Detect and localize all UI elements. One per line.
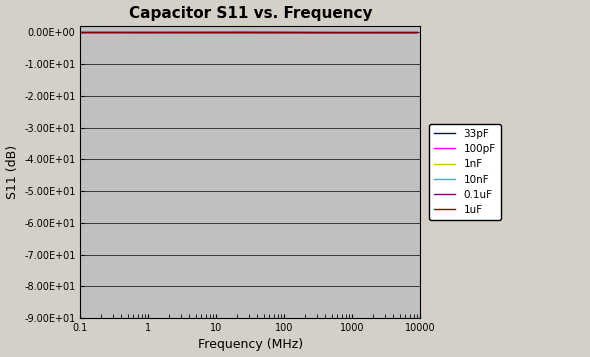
0.1uF xyxy=(242,30,249,35)
1uF xyxy=(221,30,228,35)
100pF xyxy=(77,30,84,34)
10nF xyxy=(206,30,213,35)
1nF xyxy=(135,30,142,34)
100pF xyxy=(407,30,414,35)
100pF xyxy=(371,30,378,35)
1uF xyxy=(371,30,378,35)
Legend: 33pF, 100pF, 1nF, 10nF, 0.1uF, 1uF: 33pF, 100pF, 1nF, 10nF, 0.1uF, 1uF xyxy=(429,124,501,220)
100pF xyxy=(414,30,421,35)
1nF xyxy=(115,30,122,34)
33pF xyxy=(414,30,421,35)
1uF xyxy=(206,30,213,35)
10nF xyxy=(371,30,378,35)
33pF xyxy=(115,30,122,34)
0.1uF xyxy=(371,30,378,35)
0.1uF xyxy=(206,30,213,35)
1uF xyxy=(115,30,122,35)
100pF xyxy=(135,30,142,34)
1uF xyxy=(414,30,421,35)
X-axis label: Frequency (MHz): Frequency (MHz) xyxy=(198,338,303,351)
33pF xyxy=(371,30,378,35)
10nF xyxy=(276,30,283,35)
1nF xyxy=(206,30,213,35)
0.1uF xyxy=(115,30,122,35)
33pF xyxy=(77,30,84,34)
0.1uF xyxy=(407,30,414,35)
33pF xyxy=(221,30,228,34)
1nF xyxy=(221,30,228,35)
Y-axis label: S11 (dB): S11 (dB) xyxy=(5,145,18,199)
10nF xyxy=(115,30,122,35)
1uF xyxy=(407,30,414,35)
Title: Capacitor S11 vs. Frequency: Capacitor S11 vs. Frequency xyxy=(129,6,372,21)
10nF xyxy=(407,30,414,35)
100pF xyxy=(115,30,122,34)
1nF xyxy=(77,30,84,34)
10nF xyxy=(221,30,228,35)
33pF xyxy=(360,30,368,35)
100pF xyxy=(344,30,351,35)
1nF xyxy=(371,30,378,35)
0.1uF xyxy=(77,30,84,35)
1nF xyxy=(407,30,414,35)
1uF xyxy=(208,30,215,35)
33pF xyxy=(206,30,213,34)
33pF xyxy=(407,30,414,35)
1nF xyxy=(310,30,317,35)
1uF xyxy=(135,30,142,35)
10nF xyxy=(77,30,84,34)
100pF xyxy=(221,30,228,34)
33pF xyxy=(135,30,142,34)
1uF xyxy=(77,30,84,35)
0.1uF xyxy=(414,30,421,35)
0.1uF xyxy=(221,30,228,35)
100pF xyxy=(206,30,213,34)
10nF xyxy=(135,30,142,35)
10nF xyxy=(414,30,421,35)
1nF xyxy=(414,30,421,35)
0.1uF xyxy=(135,30,142,35)
